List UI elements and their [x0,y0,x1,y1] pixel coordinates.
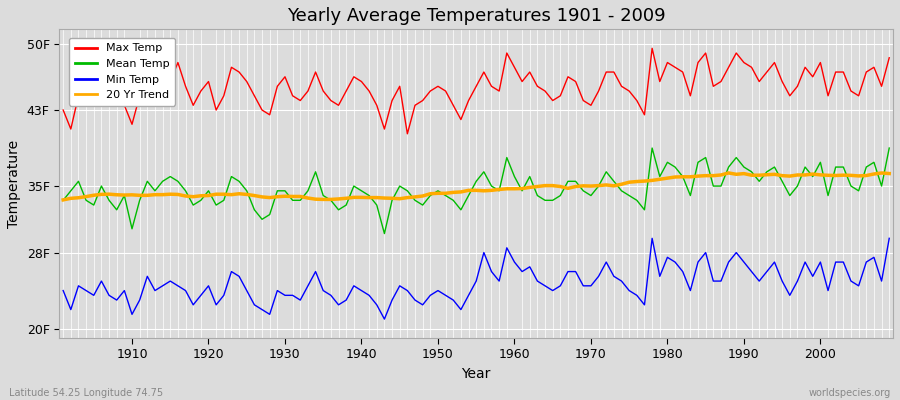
Text: worldspecies.org: worldspecies.org [809,388,891,398]
Legend: Max Temp, Mean Temp, Min Temp, 20 Yr Trend: Max Temp, Mean Temp, Min Temp, 20 Yr Tre… [69,38,175,106]
Y-axis label: Temperature: Temperature [7,140,21,228]
X-axis label: Year: Year [462,367,490,381]
Text: Latitude 54.25 Longitude 74.75: Latitude 54.25 Longitude 74.75 [9,388,163,398]
Title: Yearly Average Temperatures 1901 - 2009: Yearly Average Temperatures 1901 - 2009 [287,7,665,25]
